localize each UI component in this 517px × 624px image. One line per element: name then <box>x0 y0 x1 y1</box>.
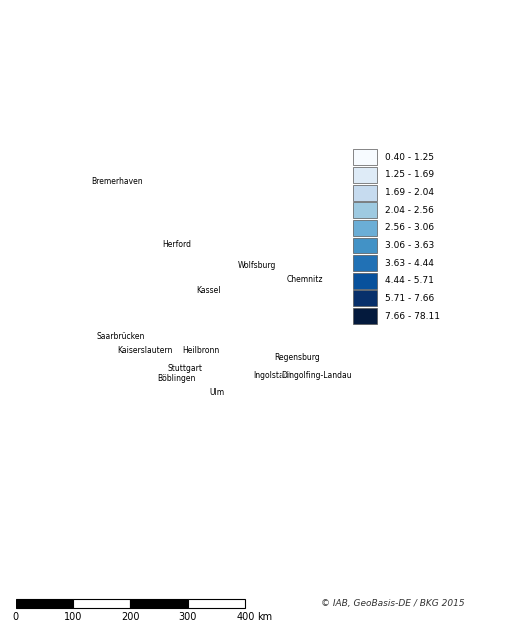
Text: 300: 300 <box>179 612 197 622</box>
Text: Kaiserslautern: Kaiserslautern <box>117 346 173 355</box>
FancyBboxPatch shape <box>353 255 377 271</box>
Bar <box>16 599 73 608</box>
Text: 7.66 - 78.11: 7.66 - 78.11 <box>385 311 440 321</box>
Text: Ingolstadt: Ingolstadt <box>254 371 292 379</box>
Text: Regensburg: Regensburg <box>274 353 320 362</box>
Text: 3.06 - 3.63: 3.06 - 3.63 <box>385 241 434 250</box>
Text: km: km <box>257 612 272 622</box>
Text: Ulm: Ulm <box>209 388 224 397</box>
Text: Chemnitz: Chemnitz <box>287 275 323 285</box>
Text: Böblingen: Böblingen <box>158 374 196 383</box>
Text: © IAB, GeoBasis-DE / BKG 2015: © IAB, GeoBasis-DE / BKG 2015 <box>321 600 464 608</box>
FancyBboxPatch shape <box>353 238 377 253</box>
Text: Wolfsburg: Wolfsburg <box>238 261 276 270</box>
FancyBboxPatch shape <box>353 202 377 218</box>
Bar <box>130 599 188 608</box>
Bar <box>188 599 245 608</box>
Text: 1.25 - 1.69: 1.25 - 1.69 <box>385 170 434 180</box>
FancyBboxPatch shape <box>353 149 377 165</box>
Text: 0: 0 <box>12 612 19 622</box>
FancyBboxPatch shape <box>353 185 377 200</box>
Text: 400: 400 <box>236 612 254 622</box>
Text: 3.63 - 4.44: 3.63 - 4.44 <box>385 258 434 268</box>
Text: Herford: Herford <box>162 240 191 249</box>
FancyBboxPatch shape <box>353 167 377 183</box>
FancyBboxPatch shape <box>353 308 377 324</box>
Text: 100: 100 <box>64 612 82 622</box>
FancyBboxPatch shape <box>353 290 377 306</box>
Text: 0.40 - 1.25: 0.40 - 1.25 <box>385 153 434 162</box>
Text: Stuttgart: Stuttgart <box>168 364 202 373</box>
Text: 2.56 - 3.06: 2.56 - 3.06 <box>385 223 434 232</box>
Text: 200: 200 <box>121 612 140 622</box>
FancyBboxPatch shape <box>353 220 377 236</box>
Text: Heilbronn: Heilbronn <box>182 346 220 355</box>
Text: 4.44 - 5.71: 4.44 - 5.71 <box>385 276 434 285</box>
Text: 1.69 - 2.04: 1.69 - 2.04 <box>385 188 434 197</box>
Bar <box>73 599 130 608</box>
Text: Saarbrücken: Saarbrücken <box>97 332 145 341</box>
Text: Kassel: Kassel <box>196 286 221 295</box>
Text: 2.04 - 2.56: 2.04 - 2.56 <box>385 206 434 215</box>
Text: Dingolfing-Landau: Dingolfing-Landau <box>282 371 353 379</box>
Text: Bremerhaven: Bremerhaven <box>91 177 143 185</box>
Text: 5.71 - 7.66: 5.71 - 7.66 <box>385 294 434 303</box>
FancyBboxPatch shape <box>353 273 377 289</box>
